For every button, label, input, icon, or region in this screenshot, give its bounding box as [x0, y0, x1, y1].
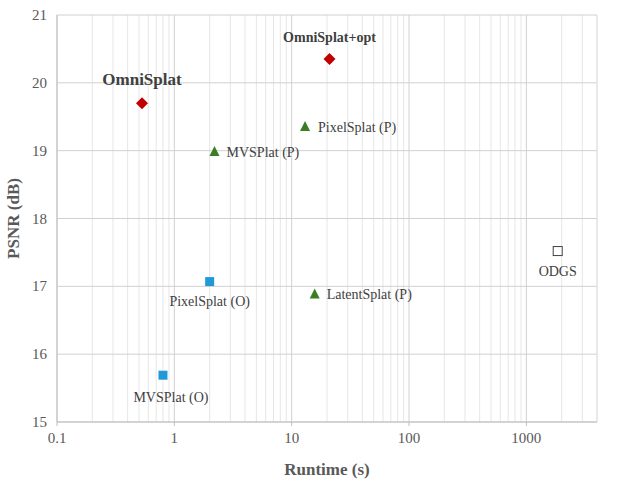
y-tick-label: 17 — [32, 278, 48, 294]
point — [310, 288, 320, 298]
grid — [57, 15, 597, 422]
x-tick-label: 1 — [171, 430, 179, 446]
point — [553, 247, 562, 256]
x-tick — [57, 422, 58, 426]
point — [300, 121, 310, 131]
minor-grid-line — [597, 15, 598, 422]
y-grid-line — [57, 422, 597, 423]
x-axis-line — [57, 422, 597, 423]
y-grid-line — [57, 218, 597, 219]
point-label: MVSPlat (P) — [227, 145, 300, 161]
x-tick-label: 0.1 — [48, 430, 67, 446]
y-tick-label: 21 — [32, 7, 47, 23]
y-grid-line — [57, 15, 597, 16]
point-label: OmniSplat+opt — [283, 30, 376, 45]
point-label: ODGS — [539, 264, 577, 279]
x-grid-line — [57, 15, 58, 422]
y-tick-label: 20 — [32, 75, 47, 91]
point — [205, 277, 214, 286]
x-tick-label: 100 — [398, 430, 421, 446]
point — [210, 146, 220, 156]
y-axis-line — [57, 15, 58, 422]
x-tick-label: 10 — [284, 430, 299, 446]
y-grid-line — [57, 150, 597, 151]
y-tick-label: 15 — [32, 414, 47, 430]
y-tick-label: 16 — [32, 346, 48, 362]
point — [323, 53, 335, 65]
y-grid-line — [57, 354, 597, 355]
point-label: MVSPlat (O) — [133, 390, 208, 406]
point-label: PixelSplat (P) — [318, 120, 397, 136]
y-tick-label: 18 — [32, 211, 47, 227]
y-tick-label: 19 — [32, 143, 47, 159]
x-tick-label: 1000 — [511, 430, 541, 446]
x-tick — [174, 422, 175, 426]
point — [136, 97, 148, 109]
plot-frame-right — [597, 15, 598, 422]
chart-svg: 0.1 1 10 100 1000 15 16 17 18 19 20 21 Runtime (s) PS… — [0, 0, 632, 500]
point-label: LatentSplat (P) — [327, 287, 412, 303]
x-tick — [291, 422, 292, 426]
point-labels: OmniSplat OmniSplat+opt PixelSplat (P) MVSP… — [102, 30, 576, 406]
chart-root: 0.1 1 10 100 1000 15 16 17 18 19 20 21 Runtime (s) PS… — [0, 0, 632, 500]
point — [158, 371, 167, 380]
y-axis-title: PSNR (dB) — [4, 178, 23, 259]
x-axis-title: Runtime (s) — [284, 460, 369, 479]
point-label: PixelSplat (O) — [169, 294, 250, 310]
point-label: OmniSplat — [102, 70, 182, 89]
marks — [136, 53, 562, 380]
x-tick — [526, 422, 527, 426]
x-tick — [409, 422, 410, 426]
